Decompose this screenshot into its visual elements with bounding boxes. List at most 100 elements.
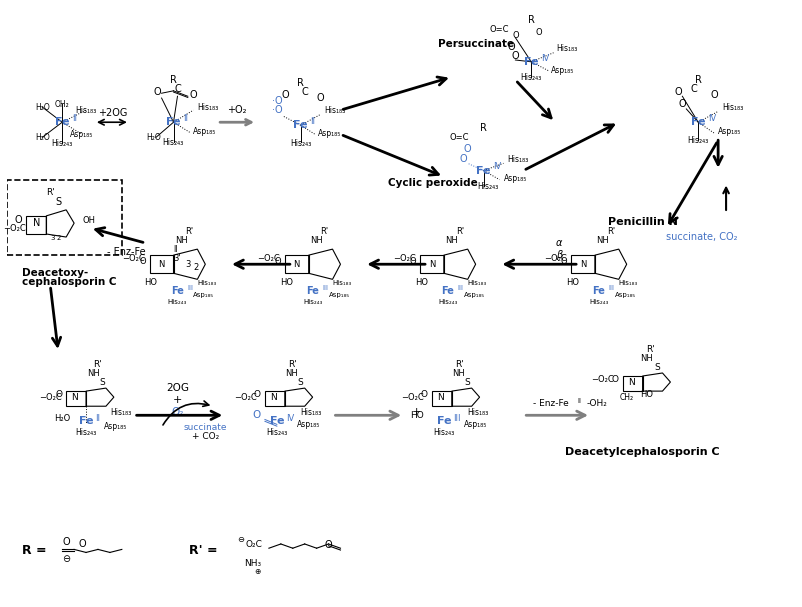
Text: Fe: Fe xyxy=(171,287,184,296)
Text: +: + xyxy=(172,395,182,405)
Text: O: O xyxy=(281,90,288,100)
Text: R: R xyxy=(480,123,487,134)
Text: HO: HO xyxy=(639,390,652,399)
Text: His₂₄₃: His₂₄₃ xyxy=(476,181,497,191)
Text: His₁₈₃: His₁₈₃ xyxy=(300,409,322,417)
Text: ⊖: ⊖ xyxy=(62,554,70,563)
Text: ⊕: ⊕ xyxy=(253,567,260,576)
Text: N: N xyxy=(627,378,634,387)
Text: O: O xyxy=(678,99,685,109)
Text: His₁₈₃: His₁₈₃ xyxy=(197,280,217,287)
Text: NH: NH xyxy=(175,236,188,245)
Text: His₂₄₃: His₂₄₃ xyxy=(290,140,311,148)
Text: NH: NH xyxy=(87,369,100,378)
Text: Cyclic peroxide: Cyclic peroxide xyxy=(387,178,477,188)
Text: His₁₈₃: His₁₈₃ xyxy=(618,280,637,287)
Text: HO: HO xyxy=(415,279,427,287)
Text: 2: 2 xyxy=(193,263,198,273)
Text: R =: R = xyxy=(22,544,47,557)
Text: Asp₁₈₅: Asp₁₈₅ xyxy=(71,130,94,139)
Text: O: O xyxy=(253,410,261,420)
Text: III: III xyxy=(453,414,460,422)
Text: Asp₁₈₅: Asp₁₈₅ xyxy=(318,129,341,138)
Text: N: N xyxy=(579,260,585,269)
Text: −O₂C: −O₂C xyxy=(257,254,280,263)
Text: H₂O: H₂O xyxy=(146,134,161,143)
Text: S: S xyxy=(55,197,61,207)
Text: OH: OH xyxy=(83,216,95,225)
Text: NH: NH xyxy=(452,369,464,378)
Text: II: II xyxy=(71,114,77,123)
Text: IV: IV xyxy=(492,163,500,171)
Text: −O₂C: −O₂C xyxy=(233,393,256,402)
Text: +2OG: +2OG xyxy=(98,108,127,118)
Text: His₁₈₃: His₁₈₃ xyxy=(467,280,486,287)
Text: Asp₁₈₅: Asp₁₈₅ xyxy=(328,293,349,299)
Text: N: N xyxy=(158,260,164,269)
Text: ·O: ·O xyxy=(271,105,282,115)
Text: II: II xyxy=(183,114,188,123)
Text: His₁₈₃: His₁₈₃ xyxy=(75,106,96,115)
Text: II: II xyxy=(173,245,178,254)
Text: 2: 2 xyxy=(57,235,61,241)
Text: S: S xyxy=(464,378,470,387)
Text: Fe: Fe xyxy=(691,117,705,127)
Text: Penicillin N: Penicillin N xyxy=(607,217,677,227)
Text: R': R' xyxy=(455,360,464,369)
Text: Fe: Fe xyxy=(476,166,490,175)
Text: HO: HO xyxy=(279,279,293,287)
Text: IV: IV xyxy=(707,114,715,123)
Text: Asp₁₈₅: Asp₁₈₅ xyxy=(193,127,217,137)
Text: O: O xyxy=(273,257,281,266)
Text: −O₂C: −O₂C xyxy=(543,254,565,263)
Text: His₂₄₃: His₂₄₃ xyxy=(432,427,454,436)
Text: Fe: Fe xyxy=(166,117,180,127)
Text: HO: HO xyxy=(144,279,157,287)
Text: R': R' xyxy=(46,188,55,197)
Text: R': R' xyxy=(606,227,614,236)
Text: Asp₁₈₅: Asp₁₈₅ xyxy=(614,293,635,299)
Text: II: II xyxy=(95,414,100,422)
Text: II: II xyxy=(310,117,315,126)
Text: His₂₄₃: His₂₄₃ xyxy=(51,139,73,148)
Text: Asp₁₈₅: Asp₁₈₅ xyxy=(503,174,526,183)
Text: O: O xyxy=(63,537,70,547)
Text: H₂O: H₂O xyxy=(35,103,50,112)
Text: His₂₄₃: His₂₄₃ xyxy=(162,138,183,147)
Text: O: O xyxy=(14,215,22,225)
Text: 3': 3' xyxy=(173,254,181,263)
Text: His₂₄₃: His₂₄₃ xyxy=(438,299,457,305)
Text: Fe: Fe xyxy=(293,120,308,131)
Text: III: III xyxy=(187,285,192,291)
Text: O₂C: O₂C xyxy=(245,540,261,549)
Text: His₂₄₃: His₂₄₃ xyxy=(302,299,322,305)
Text: Fe: Fe xyxy=(436,416,451,426)
Text: −O₂C: −O₂C xyxy=(122,254,145,263)
Text: R: R xyxy=(694,75,701,85)
Text: His₂₄₃: His₂₄₃ xyxy=(168,299,187,305)
Text: N: N xyxy=(428,260,435,269)
Text: R': R' xyxy=(455,227,464,236)
Text: Fe: Fe xyxy=(55,117,69,127)
Text: O: O xyxy=(460,154,467,163)
Text: cephalosporin C: cephalosporin C xyxy=(22,277,117,287)
Text: OH₂: OH₂ xyxy=(55,100,70,109)
Text: O: O xyxy=(611,375,618,384)
Text: C: C xyxy=(301,87,308,97)
Text: R': R' xyxy=(646,345,654,354)
Text: NH: NH xyxy=(285,369,298,378)
Text: 3: 3 xyxy=(185,260,190,270)
Text: O: O xyxy=(78,539,86,549)
Text: O: O xyxy=(139,257,145,266)
Text: −O₂C: −O₂C xyxy=(392,254,415,263)
Text: + CO₂: + CO₂ xyxy=(192,432,219,441)
Text: NH: NH xyxy=(596,236,609,245)
Text: His₁₈₃: His₁₈₃ xyxy=(721,103,743,112)
Text: O: O xyxy=(535,28,542,36)
Text: O: O xyxy=(464,144,471,154)
Text: O=C: O=C xyxy=(449,134,469,143)
Text: −O₂C: −O₂C xyxy=(3,224,26,233)
Text: O: O xyxy=(324,540,332,550)
Text: R: R xyxy=(527,15,534,24)
Text: O: O xyxy=(316,93,324,103)
